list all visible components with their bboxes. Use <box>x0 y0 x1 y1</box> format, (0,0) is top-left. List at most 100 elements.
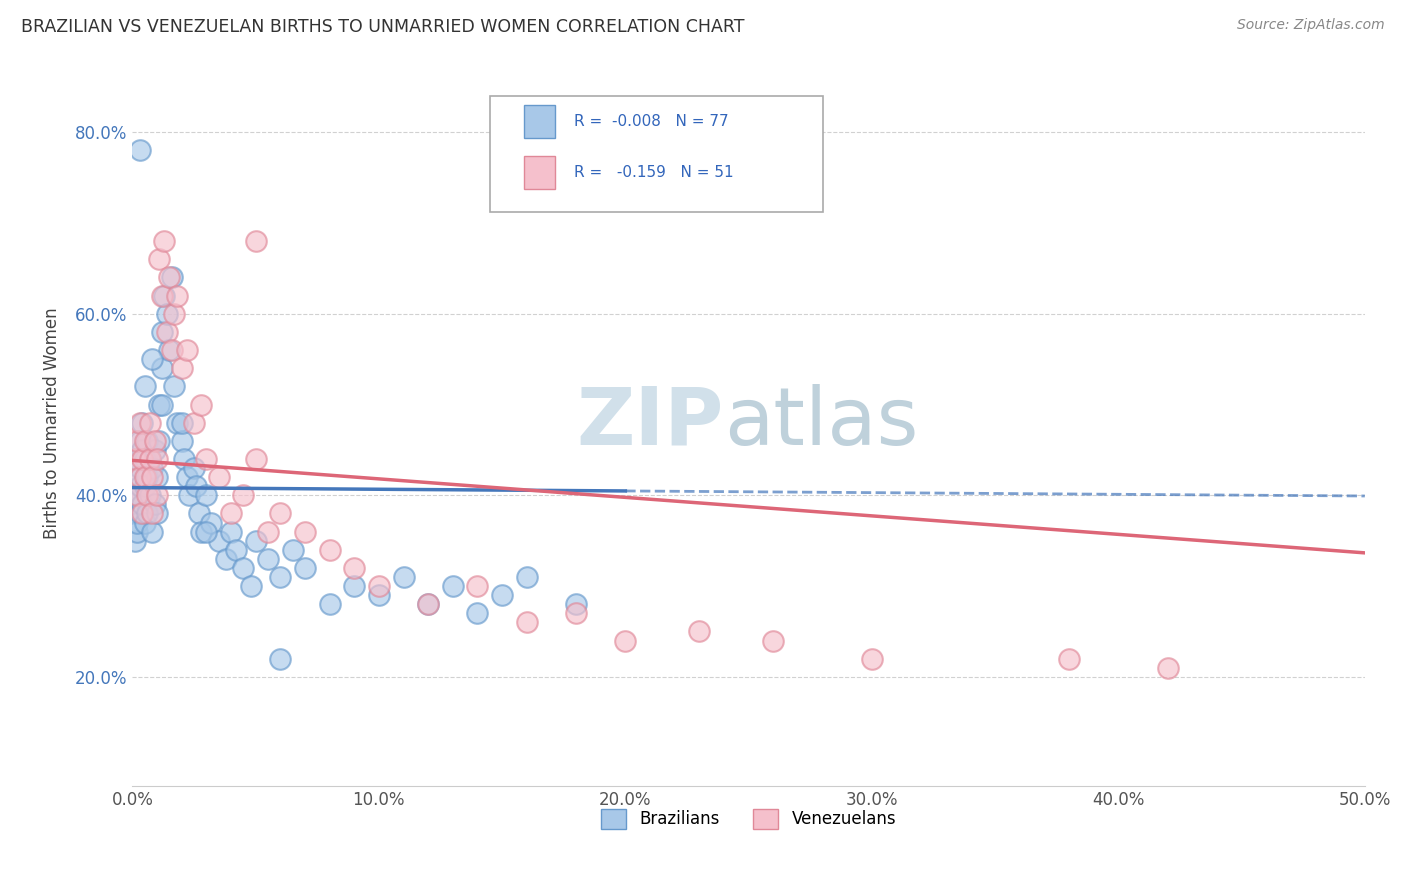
Point <box>245 234 267 248</box>
Point <box>150 361 173 376</box>
Point <box>418 597 440 611</box>
Point <box>136 488 159 502</box>
Point <box>367 579 389 593</box>
Point <box>128 434 150 448</box>
Point <box>134 379 156 393</box>
Point <box>146 470 169 484</box>
Point <box>232 488 254 502</box>
Point <box>128 507 150 521</box>
Point <box>138 452 160 467</box>
Point <box>257 524 280 539</box>
Point <box>516 615 538 630</box>
Point <box>318 597 340 611</box>
FancyBboxPatch shape <box>524 156 555 189</box>
Point <box>225 542 247 557</box>
Point <box>208 533 231 548</box>
Point <box>860 651 883 665</box>
Point <box>128 461 150 475</box>
Point <box>170 416 193 430</box>
Y-axis label: Births to Unmarried Women: Births to Unmarried Women <box>44 307 60 539</box>
Point <box>187 507 209 521</box>
Point <box>156 325 179 339</box>
Point <box>186 479 208 493</box>
Point <box>232 561 254 575</box>
Point <box>156 307 179 321</box>
Text: R =   -0.159   N = 51: R = -0.159 N = 51 <box>574 165 733 180</box>
Point <box>127 516 149 530</box>
Point <box>215 552 238 566</box>
Point <box>200 516 222 530</box>
Point <box>565 597 588 611</box>
Point <box>143 434 166 448</box>
Point <box>157 343 180 357</box>
Point <box>367 588 389 602</box>
Point <box>190 524 212 539</box>
Point <box>343 579 366 593</box>
Point <box>136 434 159 448</box>
Point <box>138 416 160 430</box>
Point <box>170 434 193 448</box>
Point <box>141 461 163 475</box>
Point <box>269 507 291 521</box>
Point <box>160 343 183 357</box>
Point <box>138 488 160 502</box>
Point <box>141 507 163 521</box>
Point <box>163 379 186 393</box>
Point <box>614 633 637 648</box>
Point <box>441 579 464 593</box>
Point <box>127 488 149 502</box>
Point <box>146 507 169 521</box>
Point <box>143 497 166 511</box>
Text: ZIP: ZIP <box>576 384 724 462</box>
Point <box>128 470 150 484</box>
Text: BRAZILIAN VS VENEZUELAN BIRTHS TO UNMARRIED WOMEN CORRELATION CHART: BRAZILIAN VS VENEZUELAN BIRTHS TO UNMARR… <box>21 18 745 36</box>
Point <box>294 524 316 539</box>
Point <box>219 507 242 521</box>
Point <box>124 507 146 521</box>
Point <box>146 488 169 502</box>
Point <box>134 452 156 467</box>
Point <box>418 597 440 611</box>
Point <box>131 416 153 430</box>
Point <box>148 252 170 267</box>
Point <box>124 533 146 548</box>
Point <box>257 552 280 566</box>
Point <box>1156 661 1178 675</box>
Point <box>148 434 170 448</box>
Point <box>208 470 231 484</box>
Point <box>269 651 291 665</box>
Point <box>170 361 193 376</box>
Point <box>195 524 218 539</box>
Point <box>239 579 262 593</box>
Point <box>190 398 212 412</box>
Point <box>148 398 170 412</box>
Point <box>183 461 205 475</box>
Point <box>177 488 200 502</box>
Point <box>136 507 159 521</box>
Point <box>124 452 146 467</box>
Point <box>134 516 156 530</box>
Point <box>128 144 150 158</box>
Point <box>176 343 198 357</box>
Point <box>138 452 160 467</box>
Point <box>173 452 195 467</box>
Point <box>150 398 173 412</box>
Point <box>245 452 267 467</box>
Point <box>516 570 538 584</box>
Point <box>150 325 173 339</box>
Point <box>128 479 150 493</box>
Point <box>1057 651 1080 665</box>
Point <box>183 416 205 430</box>
Point <box>127 524 149 539</box>
Point <box>157 270 180 285</box>
Point <box>131 452 153 467</box>
Point <box>762 633 785 648</box>
Point <box>141 470 163 484</box>
Point <box>153 234 176 248</box>
Point <box>131 442 153 457</box>
Point <box>166 416 188 430</box>
Point <box>128 416 150 430</box>
Point <box>141 352 163 367</box>
Point <box>219 524 242 539</box>
Point <box>127 452 149 467</box>
